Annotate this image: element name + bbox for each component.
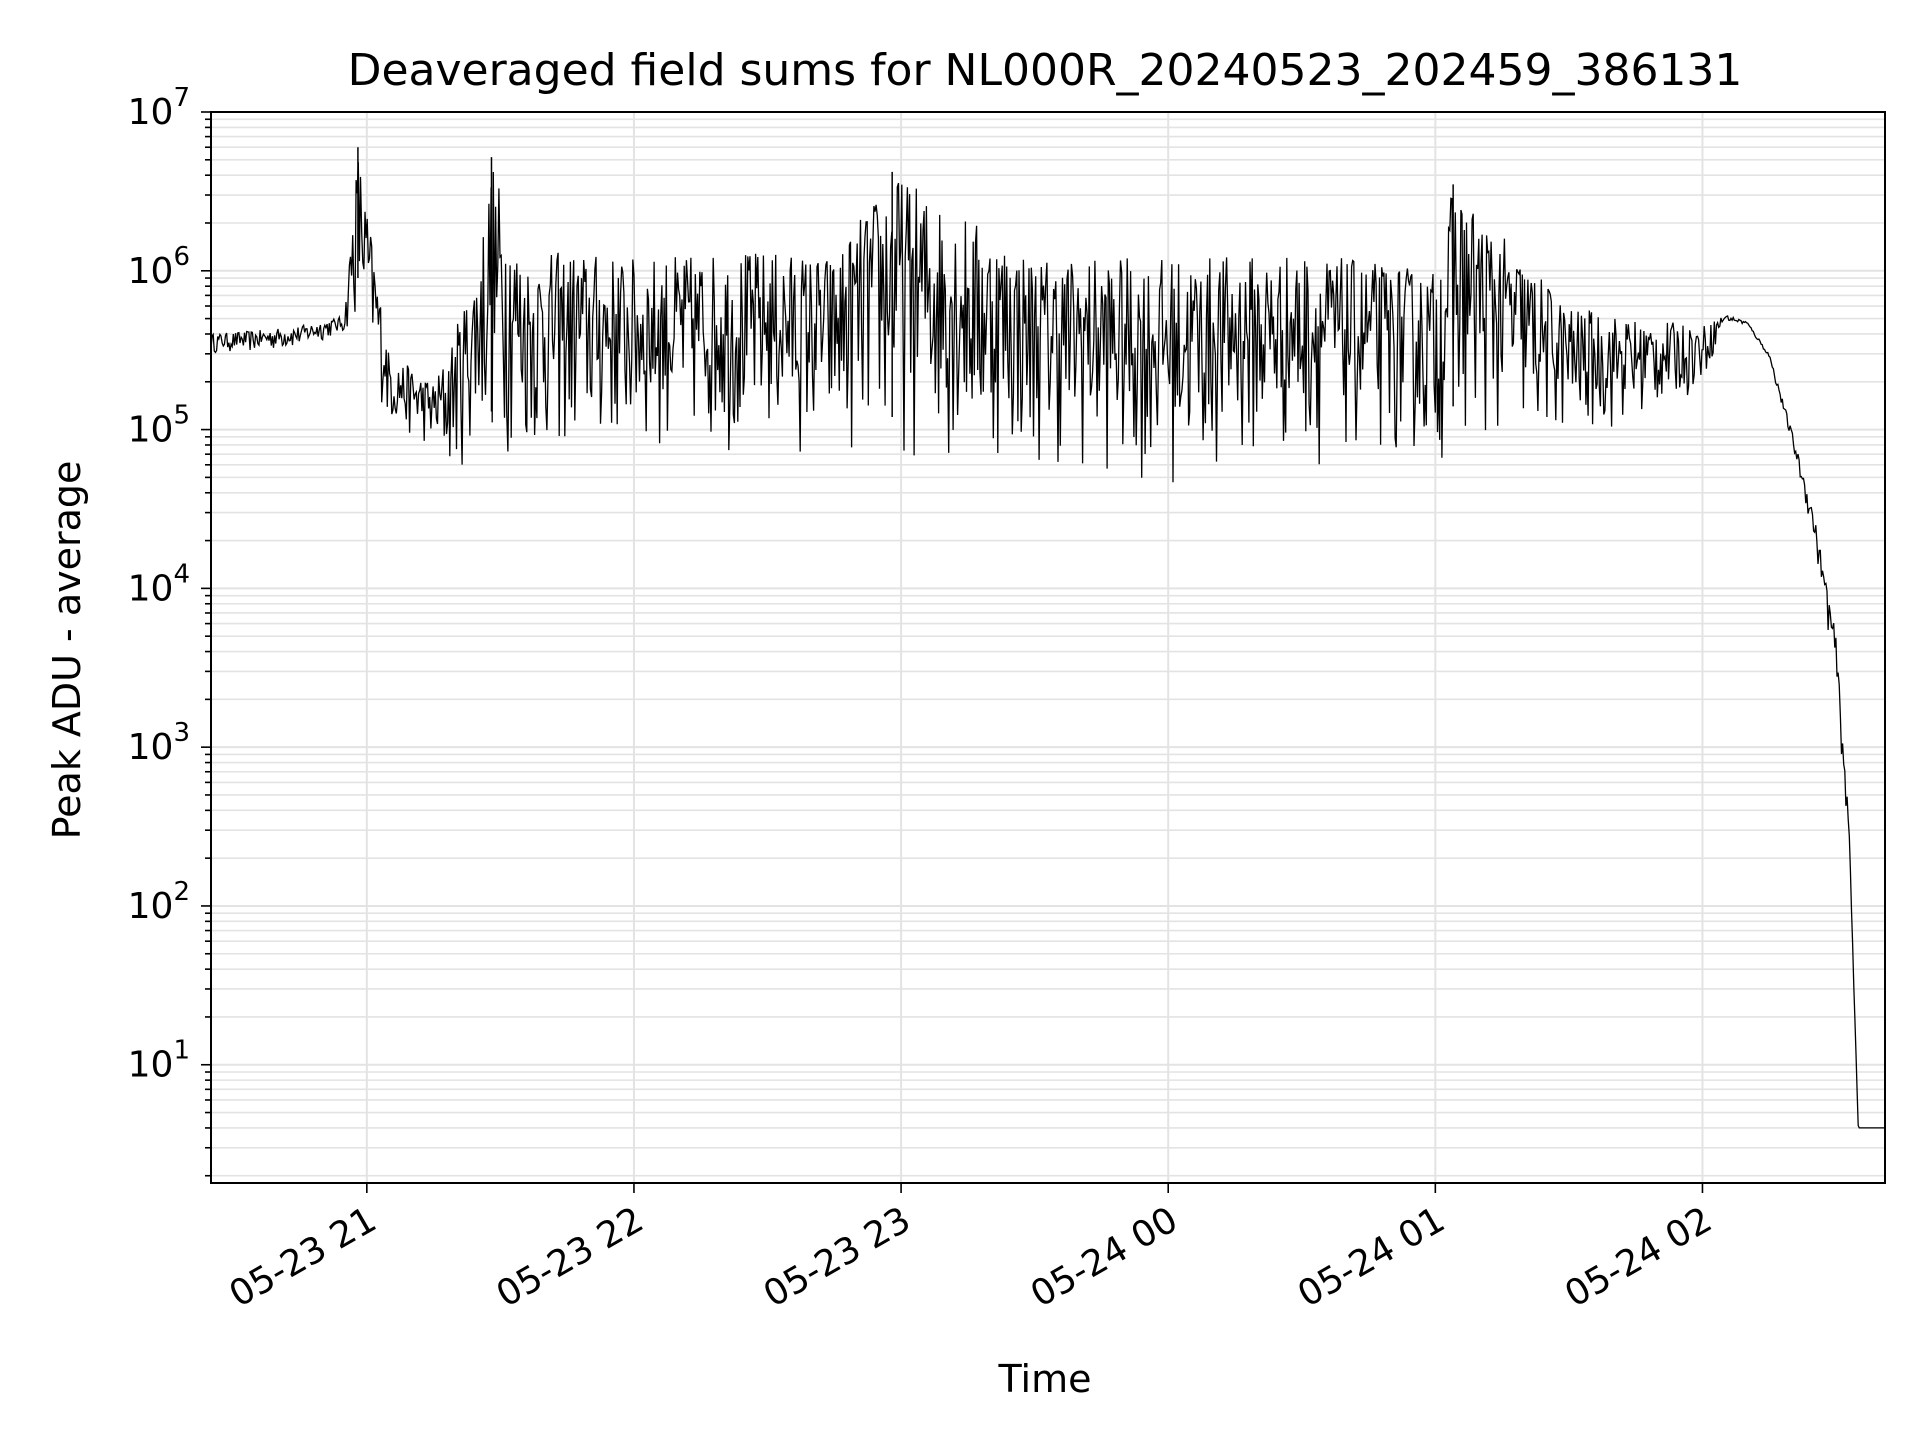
x-tick-label: 05-23 21 bbox=[223, 1199, 384, 1315]
x-axis: 05-23 21 05-23 22 05-23 23 05-24 00 05-24 01… bbox=[223, 1183, 1719, 1316]
y-axis: 101 102 103 104 105 106 107 bbox=[128, 83, 211, 1177]
x-tick-label: 05-24 01 bbox=[1291, 1199, 1452, 1315]
y-tick-label: 104 bbox=[128, 559, 190, 609]
chart-grid bbox=[211, 111, 1885, 1183]
y-tick-label: 105 bbox=[128, 401, 190, 451]
series-line bbox=[210, 162, 1885, 1129]
y-tick-label: 101 bbox=[128, 1036, 190, 1086]
x-tick-label: 05-23 22 bbox=[490, 1199, 651, 1315]
plot-frame bbox=[210, 111, 1886, 1184]
x-tick-label: 05-24 02 bbox=[1558, 1199, 1719, 1315]
x-tick-label: 05-24 00 bbox=[1024, 1199, 1185, 1315]
y-tick-label: 107 bbox=[128, 83, 190, 133]
chart-series bbox=[210, 147, 1886, 1129]
y-tick-label: 106 bbox=[128, 242, 190, 292]
x-axis-label: Time bbox=[998, 1357, 1092, 1401]
chart-title: Deaveraged field sums for NL000R_2024052… bbox=[348, 45, 1743, 96]
y-tick-label: 103 bbox=[128, 718, 190, 768]
y-tick-label: 102 bbox=[128, 877, 190, 927]
x-tick-label: 05-23 23 bbox=[757, 1199, 918, 1315]
y-axis-label: Peak ADU - average bbox=[45, 461, 89, 840]
